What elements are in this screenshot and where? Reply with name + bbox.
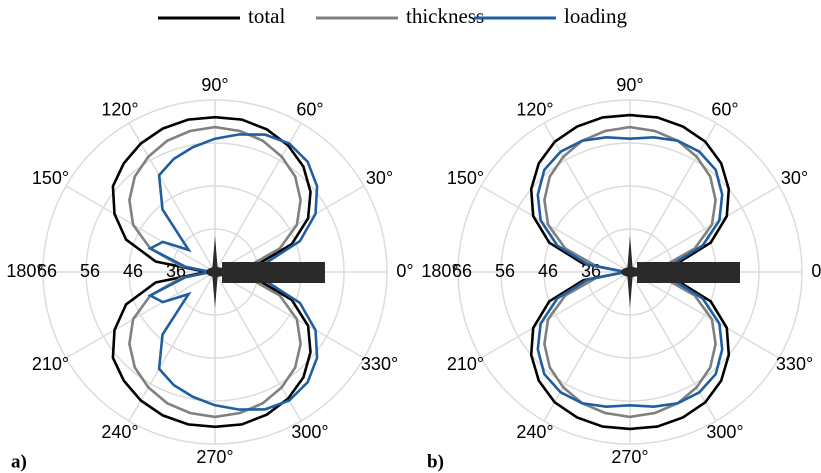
- legend-label: thickness: [406, 4, 484, 28]
- theta-tick-label: 270°: [196, 447, 233, 467]
- theta-tick-label: 150°: [32, 168, 69, 188]
- theta-tick-label: 60°: [296, 100, 323, 120]
- theta-tick-label: 210°: [32, 354, 69, 374]
- theta-tick-label: 90°: [201, 75, 228, 95]
- r-tick-label: 46: [538, 261, 558, 281]
- r-tick-label: 56: [495, 261, 515, 281]
- legend-label: loading: [564, 4, 627, 28]
- panel-label: a): [11, 451, 27, 472]
- theta-tick-label: 240°: [101, 422, 138, 442]
- nacelle: [637, 262, 740, 283]
- theta-tick-label: 150°: [447, 168, 484, 188]
- theta-tick-label: 330°: [361, 354, 398, 374]
- theta-tick-label: 330°: [776, 354, 813, 374]
- theta-tick-label: 120°: [516, 100, 553, 120]
- theta-tick-label: 0°: [396, 261, 413, 281]
- theta-tick-label: 210°: [447, 354, 484, 374]
- r-tick-label: 46: [123, 261, 143, 281]
- theta-tick-label: 30°: [366, 168, 393, 188]
- figure: total thickness loading 0° 30° 60° 90° 120° 150°…: [0, 0, 821, 473]
- theta-tick-label: 0°: [811, 261, 821, 281]
- theta-tick-label: 120°: [101, 100, 138, 120]
- theta-tick-label: 240°: [516, 422, 553, 442]
- legend-label: total: [248, 4, 285, 28]
- r-tick-label: 56: [80, 261, 100, 281]
- theta-tick-label: 30°: [781, 168, 808, 188]
- theta-tick-label: 90°: [616, 75, 643, 95]
- r-tick-label: 66: [37, 261, 57, 281]
- theta-tick-label: 300°: [706, 422, 743, 442]
- r-tick-label: 66: [452, 261, 472, 281]
- theta-tick-label: 300°: [291, 422, 328, 442]
- nacelle: [222, 262, 325, 283]
- panel-label: b): [427, 451, 444, 472]
- hub: [621, 267, 641, 277]
- hub: [206, 267, 226, 277]
- theta-tick-label: 270°: [611, 447, 648, 467]
- theta-tick-label: 60°: [711, 100, 738, 120]
